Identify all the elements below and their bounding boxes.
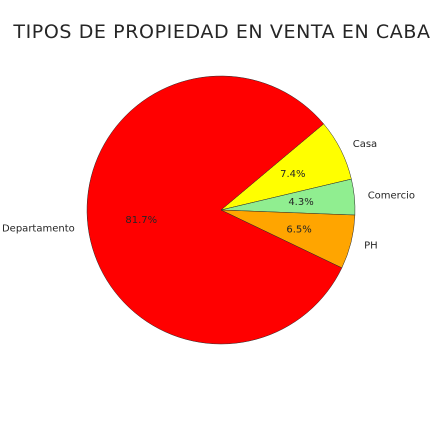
category-label-departamento: Departamento [2, 223, 75, 234]
category-label-casa: Casa [353, 139, 377, 150]
chart-title: TIPOS DE PROPIEDAD EN VENTA EN CABA [12, 21, 430, 43]
percent-label-departamento: 81.7% [125, 215, 157, 226]
percentage-labels: 7.4% 4.3% 6.5% 81.7% [125, 169, 313, 235]
percent-label-comercio: 4.3% [288, 197, 313, 208]
pie-slice-departamento [86, 75, 343, 345]
category-label-ph: PH [364, 240, 378, 251]
percent-label-casa: 7.4% [280, 169, 305, 180]
pie-slices [86, 75, 356, 345]
category-label-comercio: Comercio [368, 191, 415, 202]
category-labels: Casa Comercio PH Departamento [2, 139, 415, 251]
percent-label-ph: 6.5% [286, 224, 311, 235]
